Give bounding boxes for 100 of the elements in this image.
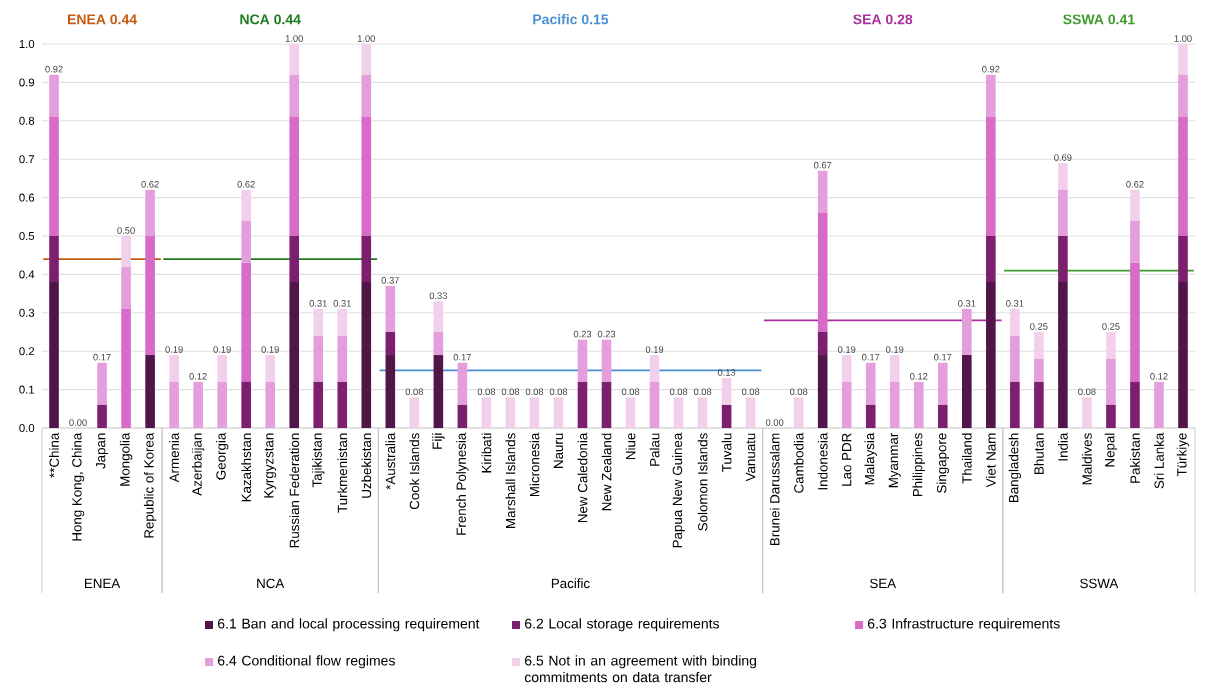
bar (337, 308, 348, 336)
bar (313, 381, 324, 428)
bar (817, 170, 828, 213)
total-label: 0.00 (765, 419, 784, 426)
x-tick-label: Uzbekistan (361, 433, 372, 498)
bar (1178, 44, 1188, 75)
x-tick-label: Mongolia (119, 432, 133, 486)
total-label: 0.69 (1054, 154, 1072, 161)
bar (49, 74, 59, 117)
total-label: 0.08 (789, 388, 808, 396)
total-label: 0.13 (717, 369, 736, 376)
bar (937, 362, 948, 405)
x-tick-label: Russian Federation (289, 433, 300, 548)
bar (1154, 381, 1164, 428)
bar (649, 355, 660, 382)
bar (1130, 189, 1140, 221)
total-label: 0.62 (237, 181, 255, 188)
bar (986, 116, 996, 236)
bar (289, 74, 300, 117)
total-label: 0.19 (645, 346, 664, 353)
bar (577, 339, 588, 382)
total-label: 0.19 (165, 346, 183, 353)
total-label: 0.12 (910, 373, 928, 380)
x-tick-label: **China (49, 432, 59, 478)
x-tick-label: Tuvalu (721, 433, 732, 472)
x-tick-label: Fiji (432, 433, 445, 449)
ref-line-label: SEA 0.28 (853, 14, 913, 25)
bar (361, 236, 372, 283)
bar (289, 282, 300, 428)
bar (841, 381, 852, 428)
bar (385, 332, 396, 356)
total-label: 0.08 (1078, 388, 1096, 396)
y-tick-label: 0.0 (19, 424, 35, 433)
legend-label: 6.2 Local storage requirements (524, 618, 720, 632)
x-tick-label: Kyrgyzstan (264, 433, 277, 498)
x-tick-label: Vanuatu (745, 433, 756, 482)
total-label: 0.31 (958, 300, 976, 307)
bar (265, 355, 276, 382)
x-tick-label: Japan (96, 433, 109, 469)
total-label: 0.08 (741, 388, 760, 396)
y-tick-label: 0.8 (19, 116, 35, 125)
bar (817, 212, 828, 332)
bar (962, 308, 972, 356)
total-label: 0.19 (261, 346, 279, 353)
y-tick-label: 0.3 (19, 308, 35, 317)
ref-line-label: Pacific 0.15 (533, 14, 609, 25)
text: ENEA (84, 578, 121, 588)
x-tick-label: Marshall Islands (505, 433, 516, 528)
bar (361, 74, 372, 117)
bar (1034, 358, 1044, 382)
bar (601, 381, 612, 428)
total-label: 0.17 (453, 353, 471, 361)
x-tick-label: New Caledonia (577, 432, 588, 523)
bar (241, 189, 251, 221)
y-tick-label: 1.0 (19, 40, 35, 49)
bar (121, 266, 131, 309)
bar (553, 397, 564, 428)
bar (49, 282, 59, 428)
bar (793, 397, 804, 428)
total-label: 0.19 (886, 346, 904, 353)
bar (817, 332, 828, 356)
x-tick-label: Malaysia (864, 432, 877, 485)
x-tick-label: Pakistan (1130, 433, 1140, 483)
bar (673, 397, 684, 428)
y-tick-label: 0.1 (19, 385, 35, 394)
x-tick-label: Niue (625, 433, 636, 460)
bar (313, 308, 324, 336)
total-label: 0.17 (862, 353, 880, 361)
bar (1130, 220, 1140, 263)
x-tick-label: Viet Nam (985, 433, 996, 488)
bar (986, 74, 996, 117)
bar (577, 381, 588, 428)
x-tick-label: Brunei Darussalam (769, 433, 780, 545)
x-tick-label: Tajikistan (312, 433, 325, 488)
total-label: 0.08 (525, 388, 544, 396)
x-tick-label: Nauru (553, 433, 564, 468)
bar (481, 397, 492, 428)
x-tick-label: Palau (649, 433, 660, 466)
bar (457, 404, 468, 428)
total-label: 0.08 (669, 388, 688, 396)
x-tick-label: Singapore (936, 433, 949, 493)
total-label: 0.31 (309, 300, 327, 307)
bar (361, 282, 372, 428)
bar (433, 332, 444, 356)
bar (1010, 308, 1020, 336)
x-tick-label: *Australia (385, 432, 396, 490)
bar (169, 355, 179, 382)
ref-line-label: SSWA 0.41 (1063, 14, 1135, 25)
bar (1106, 404, 1116, 428)
total-label: 0.08 (501, 388, 520, 396)
bar (1082, 397, 1092, 428)
x-tick-label: Cambodia (793, 432, 804, 493)
y-tick-label: 0.5 (19, 232, 35, 241)
bar (889, 355, 900, 382)
x-tick-label: Myanmar (888, 432, 901, 488)
legend-label: 6.1 Ban and local processing requirement (217, 618, 480, 632)
total-label: 0.25 (1102, 323, 1120, 330)
bar (217, 355, 227, 382)
bar (217, 381, 227, 428)
total-label: 0.23 (573, 330, 592, 338)
